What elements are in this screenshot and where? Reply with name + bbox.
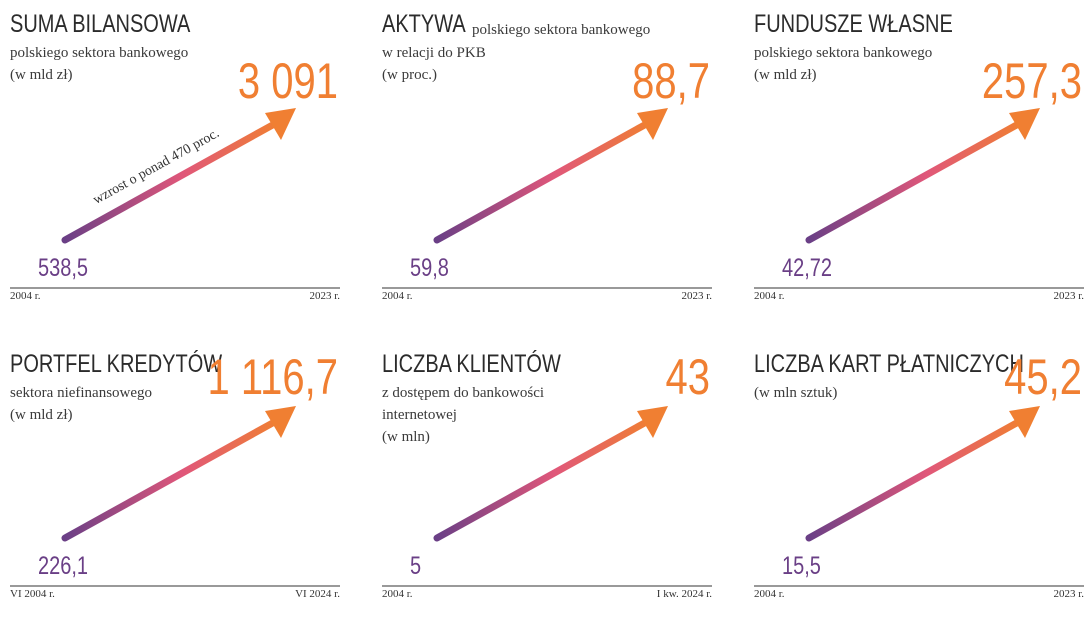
panel-subtitle: internetowej — [382, 407, 457, 423]
arrow-head — [1009, 108, 1040, 140]
panel-subtitle: (w mln) — [382, 429, 430, 445]
arrow-head — [265, 108, 296, 140]
panel-title: FUNDUSZE WŁASNE — [754, 10, 953, 38]
start-label: 2004 r. — [754, 588, 785, 600]
arrow-shaft — [433, 118, 654, 244]
panel: AKTYWA polskiego sektora bankowego w relac… — [382, 10, 712, 302]
end-value: 88,7 — [632, 53, 710, 109]
panel-subtitle: sektora niefinansowego — [10, 385, 152, 401]
panel-subtitle: w relacji do PKB — [382, 45, 486, 61]
start-label: 2004 r. — [382, 290, 413, 302]
panel: SUMA BILANSOWA polskiego sektora bankoweg… — [10, 10, 340, 302]
panel-title: LICZBA KART PŁATNICZYCH — [754, 350, 1024, 378]
panel: PORTFEL KREDYTÓW sektora niefinansowego (w… — [10, 349, 340, 600]
arrow-head — [637, 108, 668, 140]
panel-subtitle: polskiego sektora bankowego — [10, 45, 188, 61]
arrow-shaft — [805, 416, 1026, 542]
arrow-shaft — [433, 416, 654, 542]
end-value: 1 116,7 — [208, 349, 338, 405]
arrow-shaft — [61, 416, 282, 542]
arrow-head — [265, 406, 296, 438]
panel-title: LICZBA KLIENTÓW — [382, 350, 561, 378]
arrow-head — [637, 406, 668, 438]
arrow-head — [1009, 406, 1040, 438]
panel: FUNDUSZE WŁASNE polskiego sektora bankowe… — [754, 10, 1084, 302]
panel-title: PORTFEL KREDYTÓW — [10, 350, 223, 378]
panel-title: SUMA BILANSOWA — [10, 10, 191, 38]
end-label: 2023 r. — [681, 290, 712, 302]
end-value: 3 091 — [238, 53, 338, 109]
panel: LICZBA KART PŁATNICZYCH (w mln sztuk) 45,2… — [754, 349, 1084, 600]
end-label: 2023 r. — [1053, 290, 1084, 302]
end-value: 257,3 — [982, 53, 1082, 109]
panel: LICZBA KLIENTÓW z dostępem do bankowości i… — [382, 349, 712, 600]
panel-subtitle: (w proc.) — [382, 67, 437, 83]
end-label: 2023 r. — [309, 290, 340, 302]
start-value: 226,1 — [38, 552, 88, 580]
start-value: 15,5 — [782, 552, 821, 580]
panel-subtitle: (w mld zł) — [10, 67, 72, 83]
panel-subtitle: (w mld zł) — [10, 407, 72, 423]
start-value: 42,72 — [782, 254, 832, 282]
panel-subtitle: z dostępem do bankowości — [382, 385, 544, 401]
end-label: I kw. 2024 r. — [657, 588, 712, 600]
start-label: 2004 r. — [754, 290, 785, 302]
end-value: 43 — [666, 349, 710, 405]
start-value: 538,5 — [38, 254, 88, 282]
end-value: 45,2 — [1004, 349, 1082, 405]
panel-subtitle: (w mln sztuk) — [754, 385, 837, 401]
start-label: 2004 r. — [10, 290, 41, 302]
arrow-shaft — [805, 118, 1026, 244]
panel-title: AKTYWA — [382, 10, 466, 38]
panel-subtitle: polskiego sektora bankowego — [754, 45, 932, 61]
start-value: 59,8 — [410, 254, 449, 282]
end-label: 2023 r. — [1053, 588, 1084, 600]
panel-subtitle: polskiego sektora bankowego — [472, 22, 650, 38]
arrow-shaft — [61, 118, 282, 244]
end-label: VI 2024 r. — [295, 588, 340, 600]
start-label: 2004 r. — [382, 588, 413, 600]
start-value: 5 — [410, 552, 421, 580]
panel-subtitle: (w mld zł) — [754, 67, 816, 83]
start-label: VI 2004 r. — [10, 588, 55, 600]
